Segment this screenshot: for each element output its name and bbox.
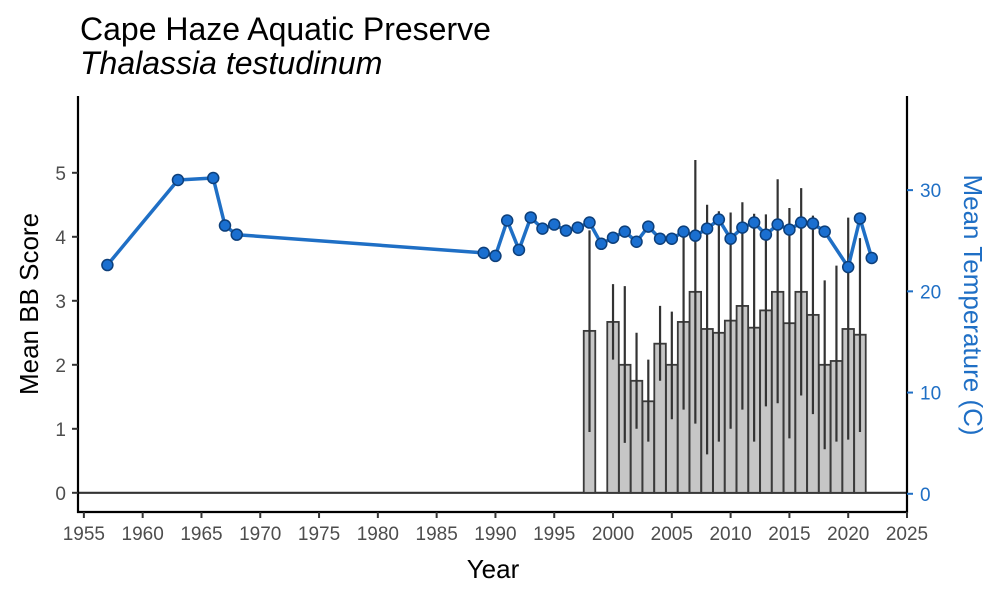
x-tick-label: 1960 bbox=[122, 524, 164, 545]
temperature-point bbox=[524, 211, 537, 224]
y-tick-label: 0 bbox=[55, 484, 66, 505]
temperature-point bbox=[806, 217, 820, 230]
temperature-point bbox=[218, 219, 232, 232]
x-tick-label: 1970 bbox=[239, 524, 281, 545]
temperature-point bbox=[230, 228, 243, 241]
y-tick-label: 4 bbox=[55, 228, 66, 249]
temperature-point bbox=[642, 220, 655, 233]
y-tick-label: 5 bbox=[55, 164, 66, 185]
x-axis-label: Year bbox=[467, 554, 520, 584]
x-tick-label: 2010 bbox=[709, 524, 751, 545]
y-tick-label: 2 bbox=[55, 356, 66, 377]
y-tick-label: 3 bbox=[55, 292, 66, 313]
temperature-point bbox=[606, 231, 620, 244]
temperature-point bbox=[630, 235, 643, 249]
temperature-point bbox=[736, 221, 749, 234]
x-tick-label: 2005 bbox=[651, 524, 693, 545]
temperature-point bbox=[489, 249, 502, 263]
temperature-point bbox=[700, 222, 714, 235]
x-tick-label: 2020 bbox=[827, 524, 869, 545]
y2-tick-label: 0 bbox=[920, 485, 931, 506]
temperature-point bbox=[689, 229, 702, 242]
temperature-point bbox=[759, 228, 773, 241]
y2-axis-label: Mean Temperature (C) bbox=[958, 174, 988, 435]
y2-tick-label: 10 bbox=[920, 384, 941, 405]
x-tick-label: 1980 bbox=[357, 524, 399, 545]
x-tick-label: 1985 bbox=[416, 524, 458, 545]
temperature-point bbox=[677, 225, 690, 238]
temperature-point bbox=[712, 213, 726, 226]
plot-area: 0 1 2 3 4 5 0 10 20 30 1955 1960 1965 1970 1975 1980 198… bbox=[55, 96, 941, 545]
x-tick-label: 2000 bbox=[592, 524, 634, 545]
x-tick-label: 1990 bbox=[474, 524, 516, 545]
temperature-point bbox=[171, 173, 185, 187]
temperature-point bbox=[500, 214, 514, 227]
temperature-point bbox=[618, 225, 632, 238]
chart-subtitle: Thalassia testudinum bbox=[80, 45, 382, 81]
temperature-point bbox=[595, 237, 608, 251]
temperature-point bbox=[853, 212, 867, 225]
temperature-point bbox=[583, 216, 596, 229]
temperature-point bbox=[783, 223, 796, 236]
temperature-point bbox=[794, 216, 808, 229]
x-tick-label: 2015 bbox=[768, 524, 810, 545]
temperature-point bbox=[206, 171, 220, 185]
temperature-point bbox=[536, 222, 549, 235]
temperature-point bbox=[547, 218, 561, 231]
temperature-point bbox=[865, 251, 878, 265]
temperature-point bbox=[724, 232, 737, 245]
x-tick-label: 1975 bbox=[298, 524, 340, 545]
y-axis-label: Mean BB Score bbox=[14, 213, 44, 395]
x-tick-label: 2025 bbox=[886, 524, 928, 545]
temperature-point bbox=[841, 260, 855, 274]
temperature-point bbox=[747, 216, 761, 229]
y2-tick-label: 20 bbox=[920, 282, 941, 303]
y-tick-label: 1 bbox=[55, 420, 66, 441]
temperature-point bbox=[653, 232, 667, 245]
temperature-point bbox=[771, 218, 784, 231]
temperature-point bbox=[818, 225, 831, 238]
x-tick-label: 1955 bbox=[63, 524, 105, 545]
temperature-point bbox=[512, 243, 526, 257]
temperature-point bbox=[571, 221, 585, 234]
temperature-point bbox=[559, 224, 573, 237]
x-tick-label: 1965 bbox=[180, 524, 222, 545]
chart-title: Cape Haze Aquatic Preserve bbox=[80, 11, 491, 47]
temperature-point bbox=[665, 232, 679, 245]
y2-tick-label: 30 bbox=[920, 181, 941, 202]
temperature-point bbox=[101, 258, 114, 272]
x-tick-label: 1995 bbox=[533, 524, 575, 545]
temperature-point bbox=[477, 246, 490, 260]
